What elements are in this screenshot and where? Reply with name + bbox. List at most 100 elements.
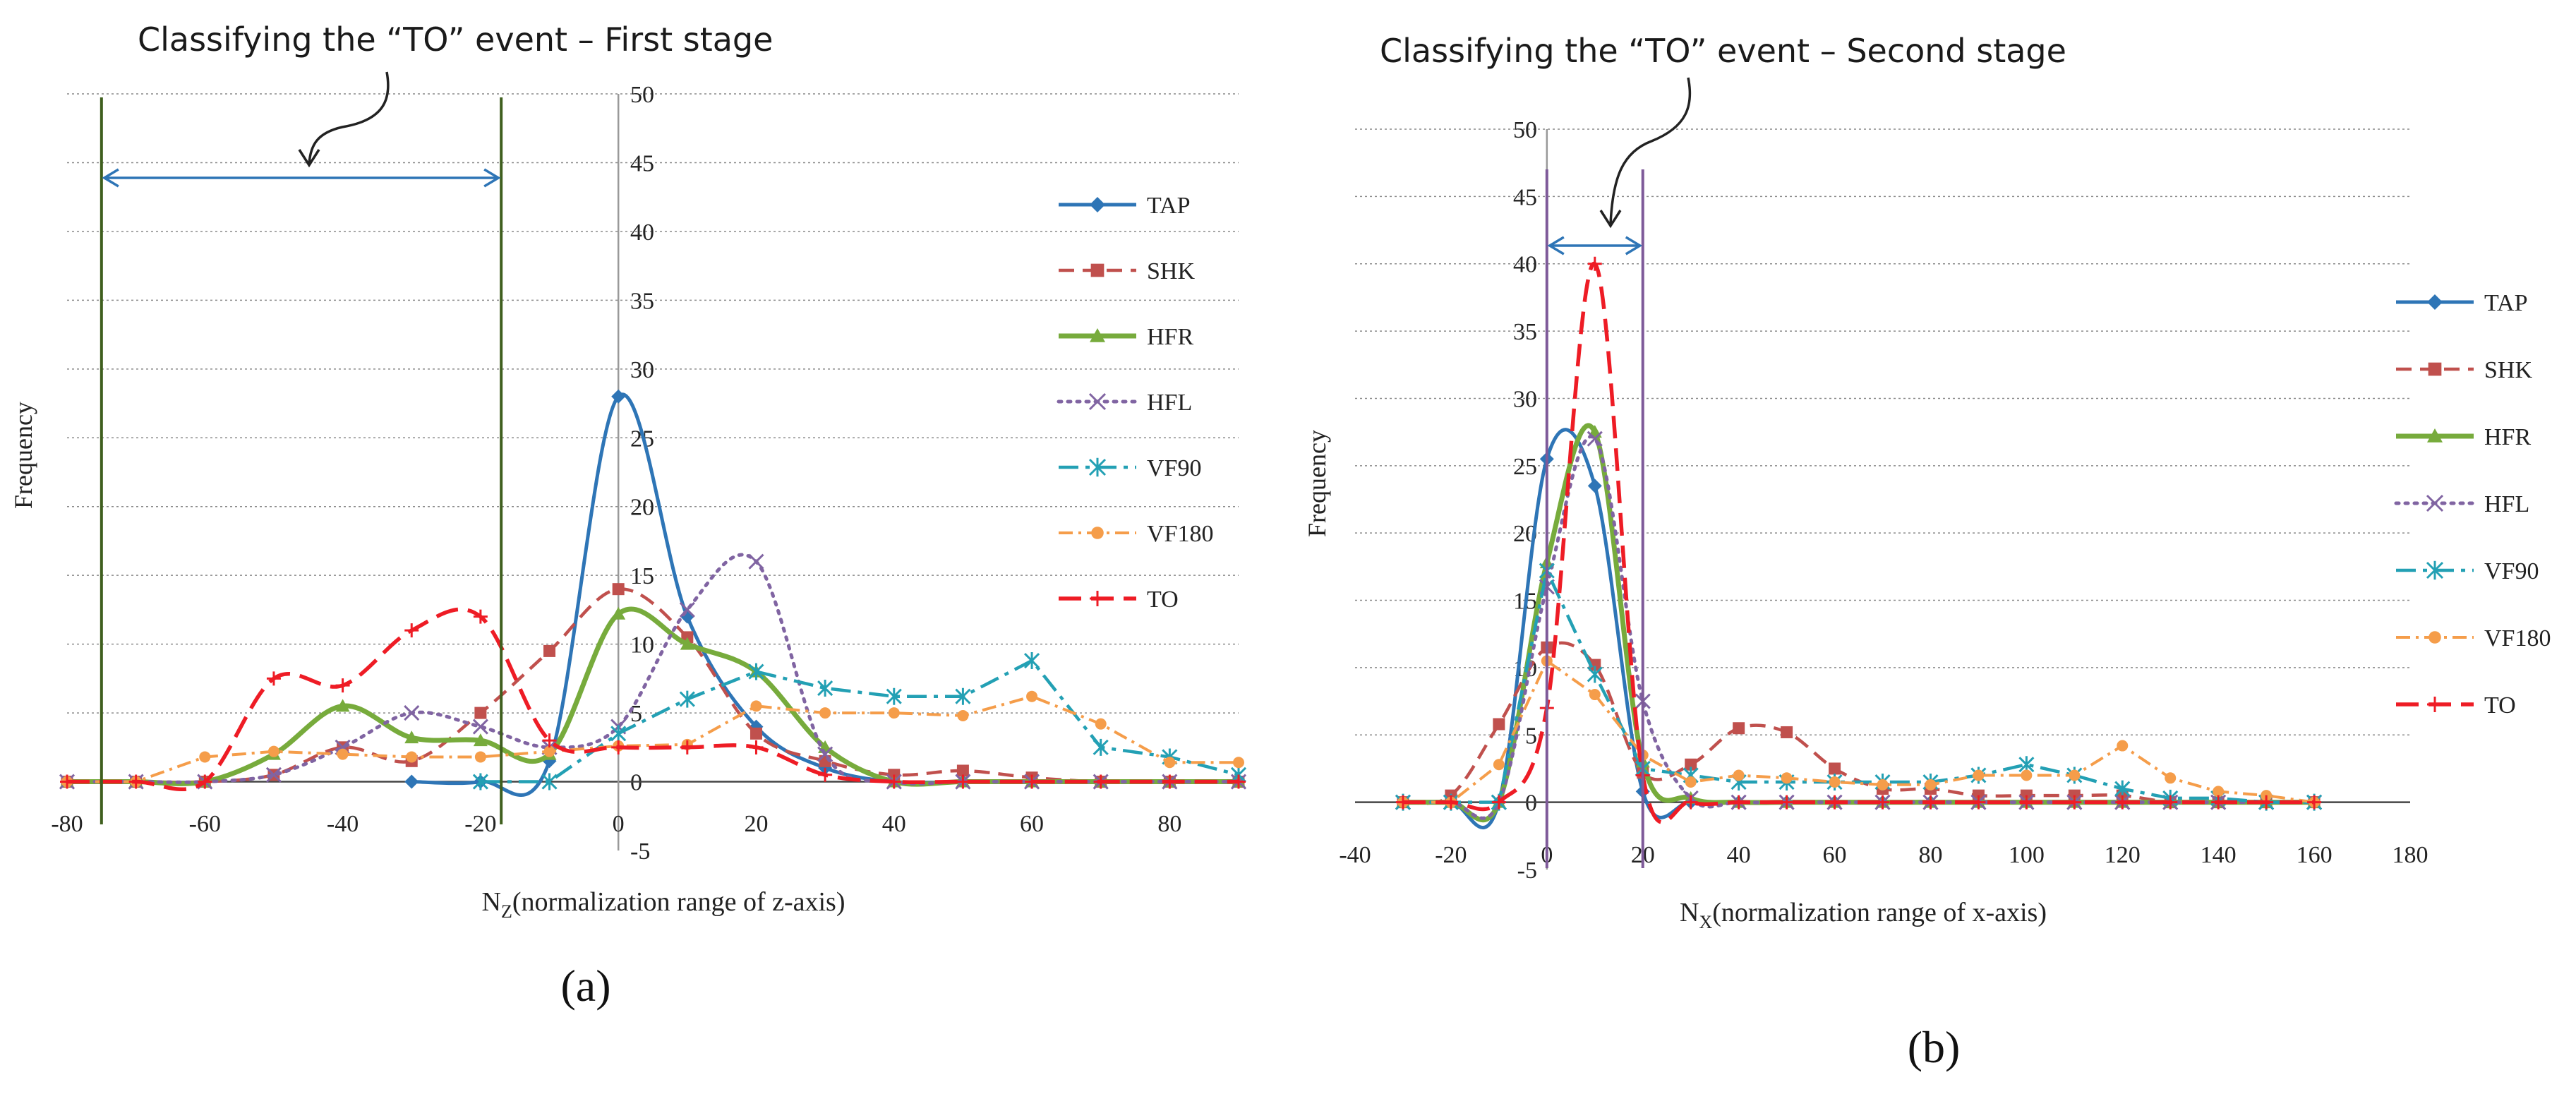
callout-arrow-head [298, 149, 320, 168]
data-point-vf180 [406, 751, 418, 763]
data-point-to [473, 609, 488, 624]
data-point-to [1395, 795, 1410, 810]
x-tick-label: 120 [2105, 842, 2141, 868]
legend-item-tap: TAP [1059, 193, 1191, 219]
data-point-vf90 [2114, 780, 2131, 798]
data-point-to [2067, 795, 2082, 810]
y-axis-title: Frequency [1303, 430, 1331, 537]
y-axis-title: Frequency [9, 402, 37, 509]
data-point-to [2211, 795, 2226, 810]
data-point-to [1683, 795, 1698, 810]
x-tick-label: -60 [189, 811, 221, 837]
data-point-to [818, 767, 833, 782]
data-point-hfl [748, 553, 764, 570]
data-point-to [611, 740, 626, 755]
data-point-tap [611, 389, 626, 404]
legend-item-vf90: VF90 [1059, 455, 1201, 481]
data-point-to [749, 740, 764, 755]
data-point-shk [1829, 762, 1841, 775]
series-line-vf180 [67, 695, 1239, 783]
legend-item-hfr: HFR [1059, 324, 1193, 350]
data-point-hfl [404, 705, 420, 721]
data-point-vf180 [1493, 759, 1505, 771]
x-tick-label: 60 [1823, 842, 1847, 868]
data-point-shk [474, 707, 487, 719]
data-point-shk [1685, 758, 1697, 771]
legend-marker-shk [2428, 362, 2442, 376]
y-tick-label: 50 [1513, 117, 1537, 143]
data-point-vf180 [1733, 769, 1745, 781]
callout-arrow [1609, 77, 1692, 225]
y-tick-label: 5 [630, 701, 642, 727]
x-tick-label: 20 [744, 811, 768, 837]
data-point-shk [750, 727, 762, 740]
legend-item-hfl: HFL [2394, 491, 2529, 517]
x-tick-label: 40 [1727, 842, 1751, 868]
stage-a-annotation: Classifying the “TO” event – First stage [138, 20, 773, 59]
x-axis-title-rest: (normalization range of z-axis) [512, 887, 845, 917]
x-axis-title-sub: X [1699, 912, 1712, 932]
legend-item-shk: SHK [1059, 258, 1195, 284]
legend-label-to: TO [2484, 692, 2516, 719]
panel-b-label: (b) [1908, 1022, 1961, 1072]
x-tick-label: 60 [1020, 811, 1044, 837]
data-point-to [956, 774, 970, 789]
data-point-vf180 [337, 748, 349, 760]
x-tick-label: 180 [2393, 842, 2428, 868]
x-tick-label: -40 [1339, 842, 1371, 868]
chart-b: -505101520253035404550-40-20020406080100… [1303, 77, 2551, 932]
legend-label-tap: TAP [1147, 193, 1191, 219]
legend-item-tap: TAP [2396, 290, 2528, 316]
x-tick-label: 0 [613, 811, 625, 837]
y-tick-label: 5 [1525, 723, 1537, 749]
y-tick-label: 30 [1513, 386, 1537, 412]
legend-marker-vf90 [2426, 560, 2444, 580]
data-point-tap [404, 774, 419, 789]
x-axis-title-rest: (normalization range of x-axis) [1712, 898, 2047, 927]
series-line-vf90 [480, 659, 1239, 783]
data-point-vf180 [1781, 772, 1793, 784]
y-tick-label: 0 [1525, 791, 1537, 817]
data-point-vf90 [748, 663, 764, 680]
data-point-vf180 [2021, 769, 2033, 781]
y-tick-label: 0 [630, 770, 642, 796]
legend-marker-hfr [1090, 328, 1105, 342]
y-tick-label: 30 [630, 357, 654, 383]
data-point-to [2019, 795, 2034, 810]
data-point-to [60, 774, 74, 789]
legend-label-vf90: VF90 [1147, 455, 1201, 481]
range-arrow-head-left [102, 168, 119, 188]
legend-marker-tap [1090, 197, 1105, 212]
y-tick-label: -5 [630, 838, 650, 865]
legend-marker-hfr [2427, 428, 2443, 443]
data-point-vf180 [1026, 690, 1038, 702]
legend-marker-to [2427, 697, 2443, 712]
data-point-to [1232, 774, 1246, 789]
data-point-vf180 [1829, 776, 1841, 788]
y-tick-label: 10 [630, 632, 654, 659]
x-axis-title-n: N [1680, 898, 1699, 927]
legend-item-vf180: VF180 [2396, 625, 2551, 651]
data-point-vf90 [679, 690, 695, 708]
data-point-vf180 [2117, 740, 2129, 752]
x-axis-title: NX(normalization range of x-axis) [1680, 898, 2047, 932]
y-tick-label: 15 [630, 563, 654, 589]
data-point-vf180 [957, 709, 969, 721]
data-point-to [1779, 795, 1794, 810]
y-tick-label: 40 [1513, 252, 1537, 278]
data-point-vf90 [541, 773, 558, 791]
data-point-shk [956, 764, 969, 777]
data-point-hfl [472, 719, 488, 735]
data-point-vf90 [1587, 666, 1603, 683]
data-point-to [680, 740, 694, 755]
data-point-hfr [404, 731, 419, 744]
legend-marker-to [1090, 591, 1105, 606]
x-tick-label: 80 [1918, 842, 1942, 868]
data-point-tap [1587, 479, 1602, 493]
legend-marker-vf90 [1088, 457, 1107, 477]
legend-label-shk: SHK [2484, 357, 2532, 383]
y-tick-label: 45 [1513, 184, 1537, 210]
data-point-to [404, 623, 419, 638]
data-point-to [1093, 774, 1108, 789]
